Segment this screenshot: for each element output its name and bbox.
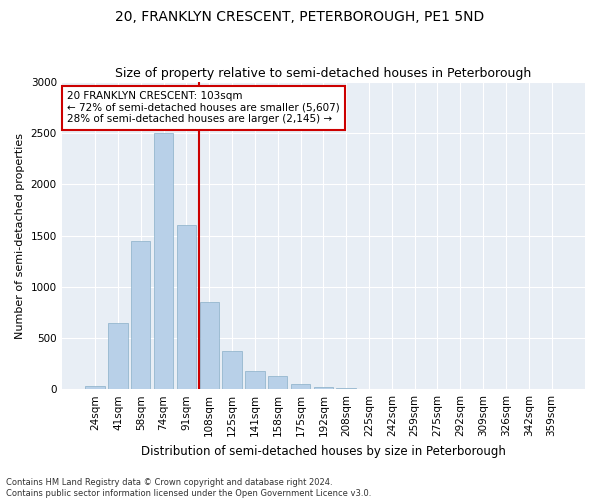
Text: Contains HM Land Registry data © Crown copyright and database right 2024.
Contai: Contains HM Land Registry data © Crown c… [6, 478, 371, 498]
Y-axis label: Number of semi-detached properties: Number of semi-detached properties [15, 132, 25, 338]
Text: 20 FRANKLYN CRESCENT: 103sqm
← 72% of semi-detached houses are smaller (5,607)
2: 20 FRANKLYN CRESCENT: 103sqm ← 72% of se… [67, 92, 340, 124]
Bar [359, 388, 379, 389]
Bar [85, 386, 105, 389]
Text: 20, FRANKLYN CRESCENT, PETERBOROUGH, PE1 5ND: 20, FRANKLYN CRESCENT, PETERBOROUGH, PE1… [115, 10, 485, 24]
Bar [131, 240, 151, 389]
Bar [200, 302, 219, 389]
Bar [245, 372, 265, 389]
Bar [268, 376, 287, 389]
Bar [154, 133, 173, 389]
Bar [291, 384, 310, 389]
Bar [177, 226, 196, 389]
X-axis label: Distribution of semi-detached houses by size in Peterborough: Distribution of semi-detached houses by … [141, 444, 506, 458]
Bar [108, 322, 128, 389]
Bar [314, 387, 333, 389]
Bar [337, 388, 356, 389]
Title: Size of property relative to semi-detached houses in Peterborough: Size of property relative to semi-detach… [115, 66, 532, 80]
Bar [223, 352, 242, 389]
